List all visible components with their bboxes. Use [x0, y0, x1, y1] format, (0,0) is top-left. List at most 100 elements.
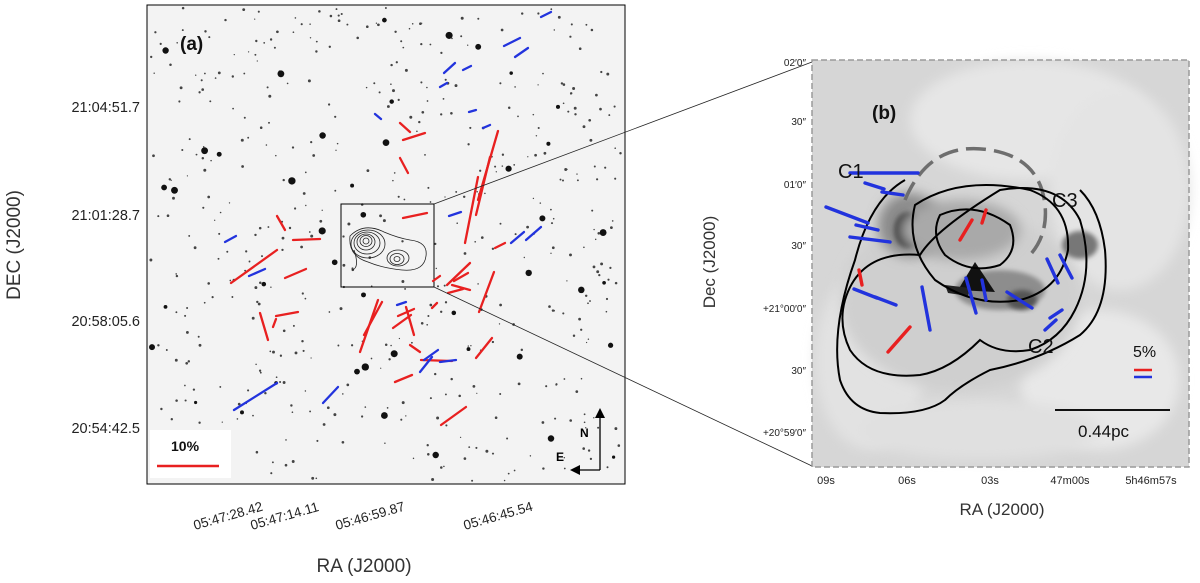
polarization-vector-red	[886, 325, 912, 354]
polarization-vector-blue	[447, 210, 463, 218]
star	[521, 12, 524, 15]
star	[272, 350, 275, 354]
star	[382, 17, 387, 23]
panel-a-x-axis-title: RA (J2000)	[316, 556, 411, 577]
starfield-a	[149, 6, 622, 482]
star	[591, 209, 594, 212]
star	[469, 126, 472, 129]
star	[471, 479, 474, 482]
star	[468, 446, 471, 448]
star	[326, 406, 330, 410]
x-tick-label: 5h46m57s	[1125, 475, 1177, 487]
star	[282, 381, 286, 384]
star	[619, 152, 622, 155]
polarization-vector-blue	[964, 276, 978, 315]
star	[310, 140, 313, 144]
star	[432, 451, 439, 459]
star	[346, 23, 349, 26]
star	[254, 233, 257, 237]
star	[590, 28, 594, 32]
star	[197, 335, 200, 338]
star	[550, 208, 552, 211]
star	[589, 457, 593, 461]
star	[397, 195, 400, 198]
star	[517, 382, 521, 386]
star	[290, 404, 293, 407]
star	[541, 421, 545, 424]
star	[596, 270, 600, 274]
y-tick-label: 01′0″	[784, 180, 807, 191]
star	[319, 219, 323, 223]
star	[316, 439, 319, 442]
star	[435, 267, 438, 270]
star	[563, 378, 566, 380]
star	[342, 393, 344, 395]
polarization-vector-blue	[873, 295, 898, 307]
central-star-wing	[945, 285, 970, 296]
star	[585, 341, 588, 344]
polarization-vector-red	[430, 301, 439, 310]
star	[301, 339, 304, 343]
star	[380, 367, 382, 369]
star	[302, 349, 305, 352]
star	[198, 343, 202, 347]
star	[302, 192, 306, 195]
star	[572, 334, 576, 337]
star	[548, 305, 551, 308]
star	[195, 74, 197, 76]
star	[514, 86, 516, 88]
star	[580, 328, 583, 331]
polarization-vector-blue	[395, 300, 408, 307]
star	[384, 7, 387, 9]
star	[539, 215, 546, 222]
star	[426, 444, 429, 447]
star	[269, 38, 273, 41]
star	[610, 226, 613, 230]
star	[318, 10, 321, 13]
star	[534, 153, 537, 157]
star	[551, 246, 555, 250]
polarization-vector-red	[398, 156, 410, 175]
polarization-vector-red	[450, 283, 472, 292]
star	[175, 274, 179, 278]
star	[269, 350, 272, 353]
star	[594, 238, 597, 241]
star	[429, 397, 432, 400]
star	[537, 126, 540, 130]
star	[259, 371, 262, 374]
star	[569, 253, 572, 257]
star	[157, 344, 160, 347]
star	[382, 219, 386, 223]
polarization-vector-red	[271, 317, 278, 329]
polarization-vector-blue	[1048, 308, 1064, 320]
star	[614, 427, 618, 431]
star	[589, 300, 591, 302]
y-tick-label: 30″	[791, 366, 806, 377]
star	[277, 70, 285, 78]
polarization-vector-red	[980, 208, 988, 225]
star	[463, 252, 467, 255]
star	[219, 385, 222, 388]
star	[241, 165, 244, 168]
star	[597, 426, 600, 429]
panel-a-vectors	[223, 10, 553, 427]
star	[256, 60, 258, 62]
star	[378, 91, 381, 94]
star	[308, 231, 311, 233]
star	[203, 168, 207, 172]
star	[309, 23, 311, 25]
star	[444, 393, 447, 396]
star	[392, 89, 395, 93]
star	[294, 207, 297, 210]
star	[264, 391, 267, 395]
star	[507, 106, 511, 109]
star	[149, 344, 155, 351]
star	[416, 130, 418, 133]
star	[546, 141, 551, 146]
polarization-vector-red	[283, 267, 308, 280]
star	[315, 50, 318, 53]
star	[443, 284, 446, 287]
clump-label-c2: C2	[1028, 336, 1054, 358]
star	[211, 296, 214, 299]
star	[560, 82, 564, 85]
